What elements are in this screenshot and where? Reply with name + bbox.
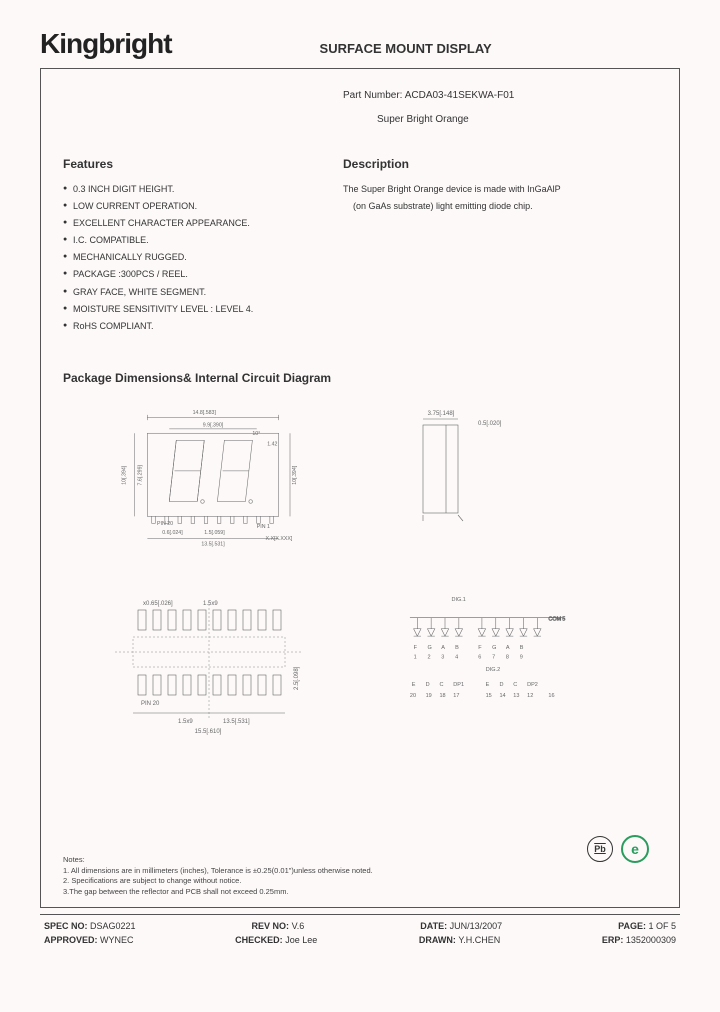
footprint-diagram: x0.65[.026] 1.5x9 PIN 20 2.5[.098] 1.5x9… — [103, 595, 323, 735]
erp: ERP: 1352000309 — [602, 935, 676, 945]
note-item: 2. Specifications are subject to change … — [63, 876, 373, 887]
svg-text:1.5x9: 1.5x9 — [178, 719, 193, 725]
drawn: DRAWN: Y.H.CHEN — [419, 935, 500, 945]
svg-text:2: 2 — [427, 654, 430, 660]
svg-text:B: B — [520, 645, 524, 651]
svg-text:18: 18 — [439, 693, 445, 699]
svg-text:3.75[.148]: 3.75[.148] — [428, 411, 455, 417]
svg-text:DP1: DP1 — [453, 682, 464, 688]
part-number: Part Number: ACDA03-41SEKWA-F01 — [343, 87, 657, 105]
svg-text:PIN 20: PIN 20 — [141, 701, 160, 707]
package-title: Package Dimensions& Internal Circuit Dia… — [63, 371, 657, 385]
feature-item: 0.3 INCH DIGIT HEIGHT. — [63, 181, 343, 198]
side-view-diagram: 3.75[.148] 0.5[.020] — [413, 407, 523, 527]
feature-item: EXCELLENT CHARACTER APPEARANCE. — [63, 215, 343, 232]
spec-no: SPEC NO: DSAG0221 — [44, 921, 136, 931]
note-item: 1. All dimensions are in millimeters (in… — [63, 866, 373, 877]
svg-text:4: 4 — [455, 654, 458, 660]
checked: CHECKED: Joe Lee — [235, 935, 317, 945]
svg-text:0.6[.024]: 0.6[.024] — [162, 530, 183, 536]
brand-logo: Kingbright — [40, 28, 172, 60]
svg-text:6: 6 — [478, 654, 481, 660]
feature-item: GRAY FACE, WHITE SEGMENT. — [63, 284, 343, 301]
svg-text:1: 1 — [414, 654, 417, 660]
diagram-area: 14.8[.583] 9.9[.390] 10° 1.42 — [63, 395, 657, 785]
note-item: 3.The gap between the reflector and PCB … — [63, 887, 373, 898]
front-view-diagram: 14.8[.583] 9.9[.390] 10° 1.42 — [103, 407, 323, 547]
svg-text:1.42: 1.42 — [267, 441, 277, 447]
svg-text:10[.394]: 10[.394] — [122, 465, 128, 485]
circuit-diagram: DIG.1 COM 5 FGAB FGAB 1234 6789 DIG.2 ED… — [393, 590, 593, 710]
svg-text:13.5[.531]: 13.5[.531] — [223, 719, 250, 725]
svg-text:PIN 20: PIN 20 — [157, 521, 173, 527]
page-no: PAGE: 1 OF 5 — [618, 921, 676, 931]
svg-text:A: A — [441, 645, 445, 651]
rev-no: REV NO: V.6 — [252, 921, 305, 931]
svg-text:13: 13 — [513, 693, 519, 699]
footer-block: SPEC NO: DSAG0221 REV NO: V.6 DATE: JUN/… — [40, 914, 680, 947]
pb-free-icon: Pb — [587, 836, 613, 862]
svg-text:14: 14 — [499, 693, 505, 699]
feature-item: MOISTURE SENSITIVITY LEVEL : LEVEL 4. — [63, 301, 343, 318]
svg-text:E: E — [412, 682, 416, 688]
svg-text:DIG.1: DIG.1 — [451, 597, 465, 603]
svg-text:10[.394]: 10[.394] — [292, 465, 298, 485]
svg-text:9: 9 — [520, 654, 523, 660]
feature-item: MECHANICALLY RUGGED. — [63, 249, 343, 266]
date: DATE: JUN/13/2007 — [420, 921, 502, 931]
notes-title: Notes: — [63, 855, 373, 866]
color-name: Super Bright Orange — [377, 111, 657, 129]
svg-text:1.5x9: 1.5x9 — [203, 601, 218, 607]
svg-text:0.5[.020]: 0.5[.020] — [478, 421, 502, 427]
approved: APPROVED: WYNEC — [44, 935, 134, 945]
svg-text:A: A — [506, 645, 510, 651]
svg-text:7: 7 — [492, 654, 495, 660]
svg-text:DIG.2: DIG.2 — [486, 667, 500, 673]
svg-text:14.8[.583]: 14.8[.583] — [193, 410, 217, 416]
svg-text:15: 15 — [486, 693, 492, 699]
feature-item: I.C. COMPATIBLE. — [63, 232, 343, 249]
features-title: Features — [63, 157, 343, 171]
feature-item: PACKAGE :300PCS / REEL. — [63, 266, 343, 283]
doc-title: SURFACE MOUNT DISPLAY — [320, 41, 492, 60]
svg-text:D: D — [426, 682, 430, 688]
rohs-icon: e — [621, 835, 649, 863]
svg-text:PIN 1: PIN 1 — [257, 524, 270, 530]
svg-text:G: G — [427, 645, 431, 651]
svg-text:17: 17 — [453, 693, 459, 699]
svg-text:7.6[.299]: 7.6[.299] — [137, 464, 143, 485]
svg-text:19: 19 — [426, 693, 432, 699]
svg-text:10°: 10° — [252, 431, 260, 437]
svg-text:15.5[.610]: 15.5[.610] — [195, 729, 222, 735]
description-title: Description — [343, 157, 657, 171]
svg-text:X.X[X.XXX]: X.X[X.XXX] — [266, 536, 293, 542]
svg-text:2.5[.098]: 2.5[.098] — [294, 666, 300, 690]
svg-text:COM: COM — [548, 616, 561, 622]
svg-text:F: F — [414, 645, 418, 651]
svg-text:G: G — [492, 645, 496, 651]
svg-text:20: 20 — [410, 693, 416, 699]
svg-text:C: C — [439, 682, 443, 688]
feature-item: RoHS COMPLIANT. — [63, 318, 343, 335]
svg-text:B: B — [455, 645, 459, 651]
description-text: The Super Bright Orange device is made w… — [343, 181, 657, 215]
svg-text:3: 3 — [441, 654, 444, 660]
svg-text:13.5[.531]: 13.5[.531] — [201, 541, 225, 547]
svg-text:12: 12 — [527, 693, 533, 699]
svg-text:8: 8 — [506, 654, 509, 660]
svg-text:9.9[.390]: 9.9[.390] — [203, 422, 224, 428]
svg-text:F: F — [478, 645, 482, 651]
svg-text:1.5[.059]: 1.5[.059] — [204, 530, 225, 536]
svg-text:16: 16 — [548, 693, 554, 699]
feature-item: LOW CURRENT OPERATION. — [63, 198, 343, 215]
svg-text:C: C — [513, 682, 517, 688]
svg-text:DP2: DP2 — [527, 682, 538, 688]
svg-text:E: E — [486, 682, 490, 688]
svg-text:x0.65[.026]: x0.65[.026] — [143, 601, 173, 607]
content-frame: Part Number: ACDA03-41SEKWA-F01 Super Br… — [40, 68, 680, 908]
svg-text:5: 5 — [562, 616, 565, 622]
svg-text:D: D — [499, 682, 503, 688]
